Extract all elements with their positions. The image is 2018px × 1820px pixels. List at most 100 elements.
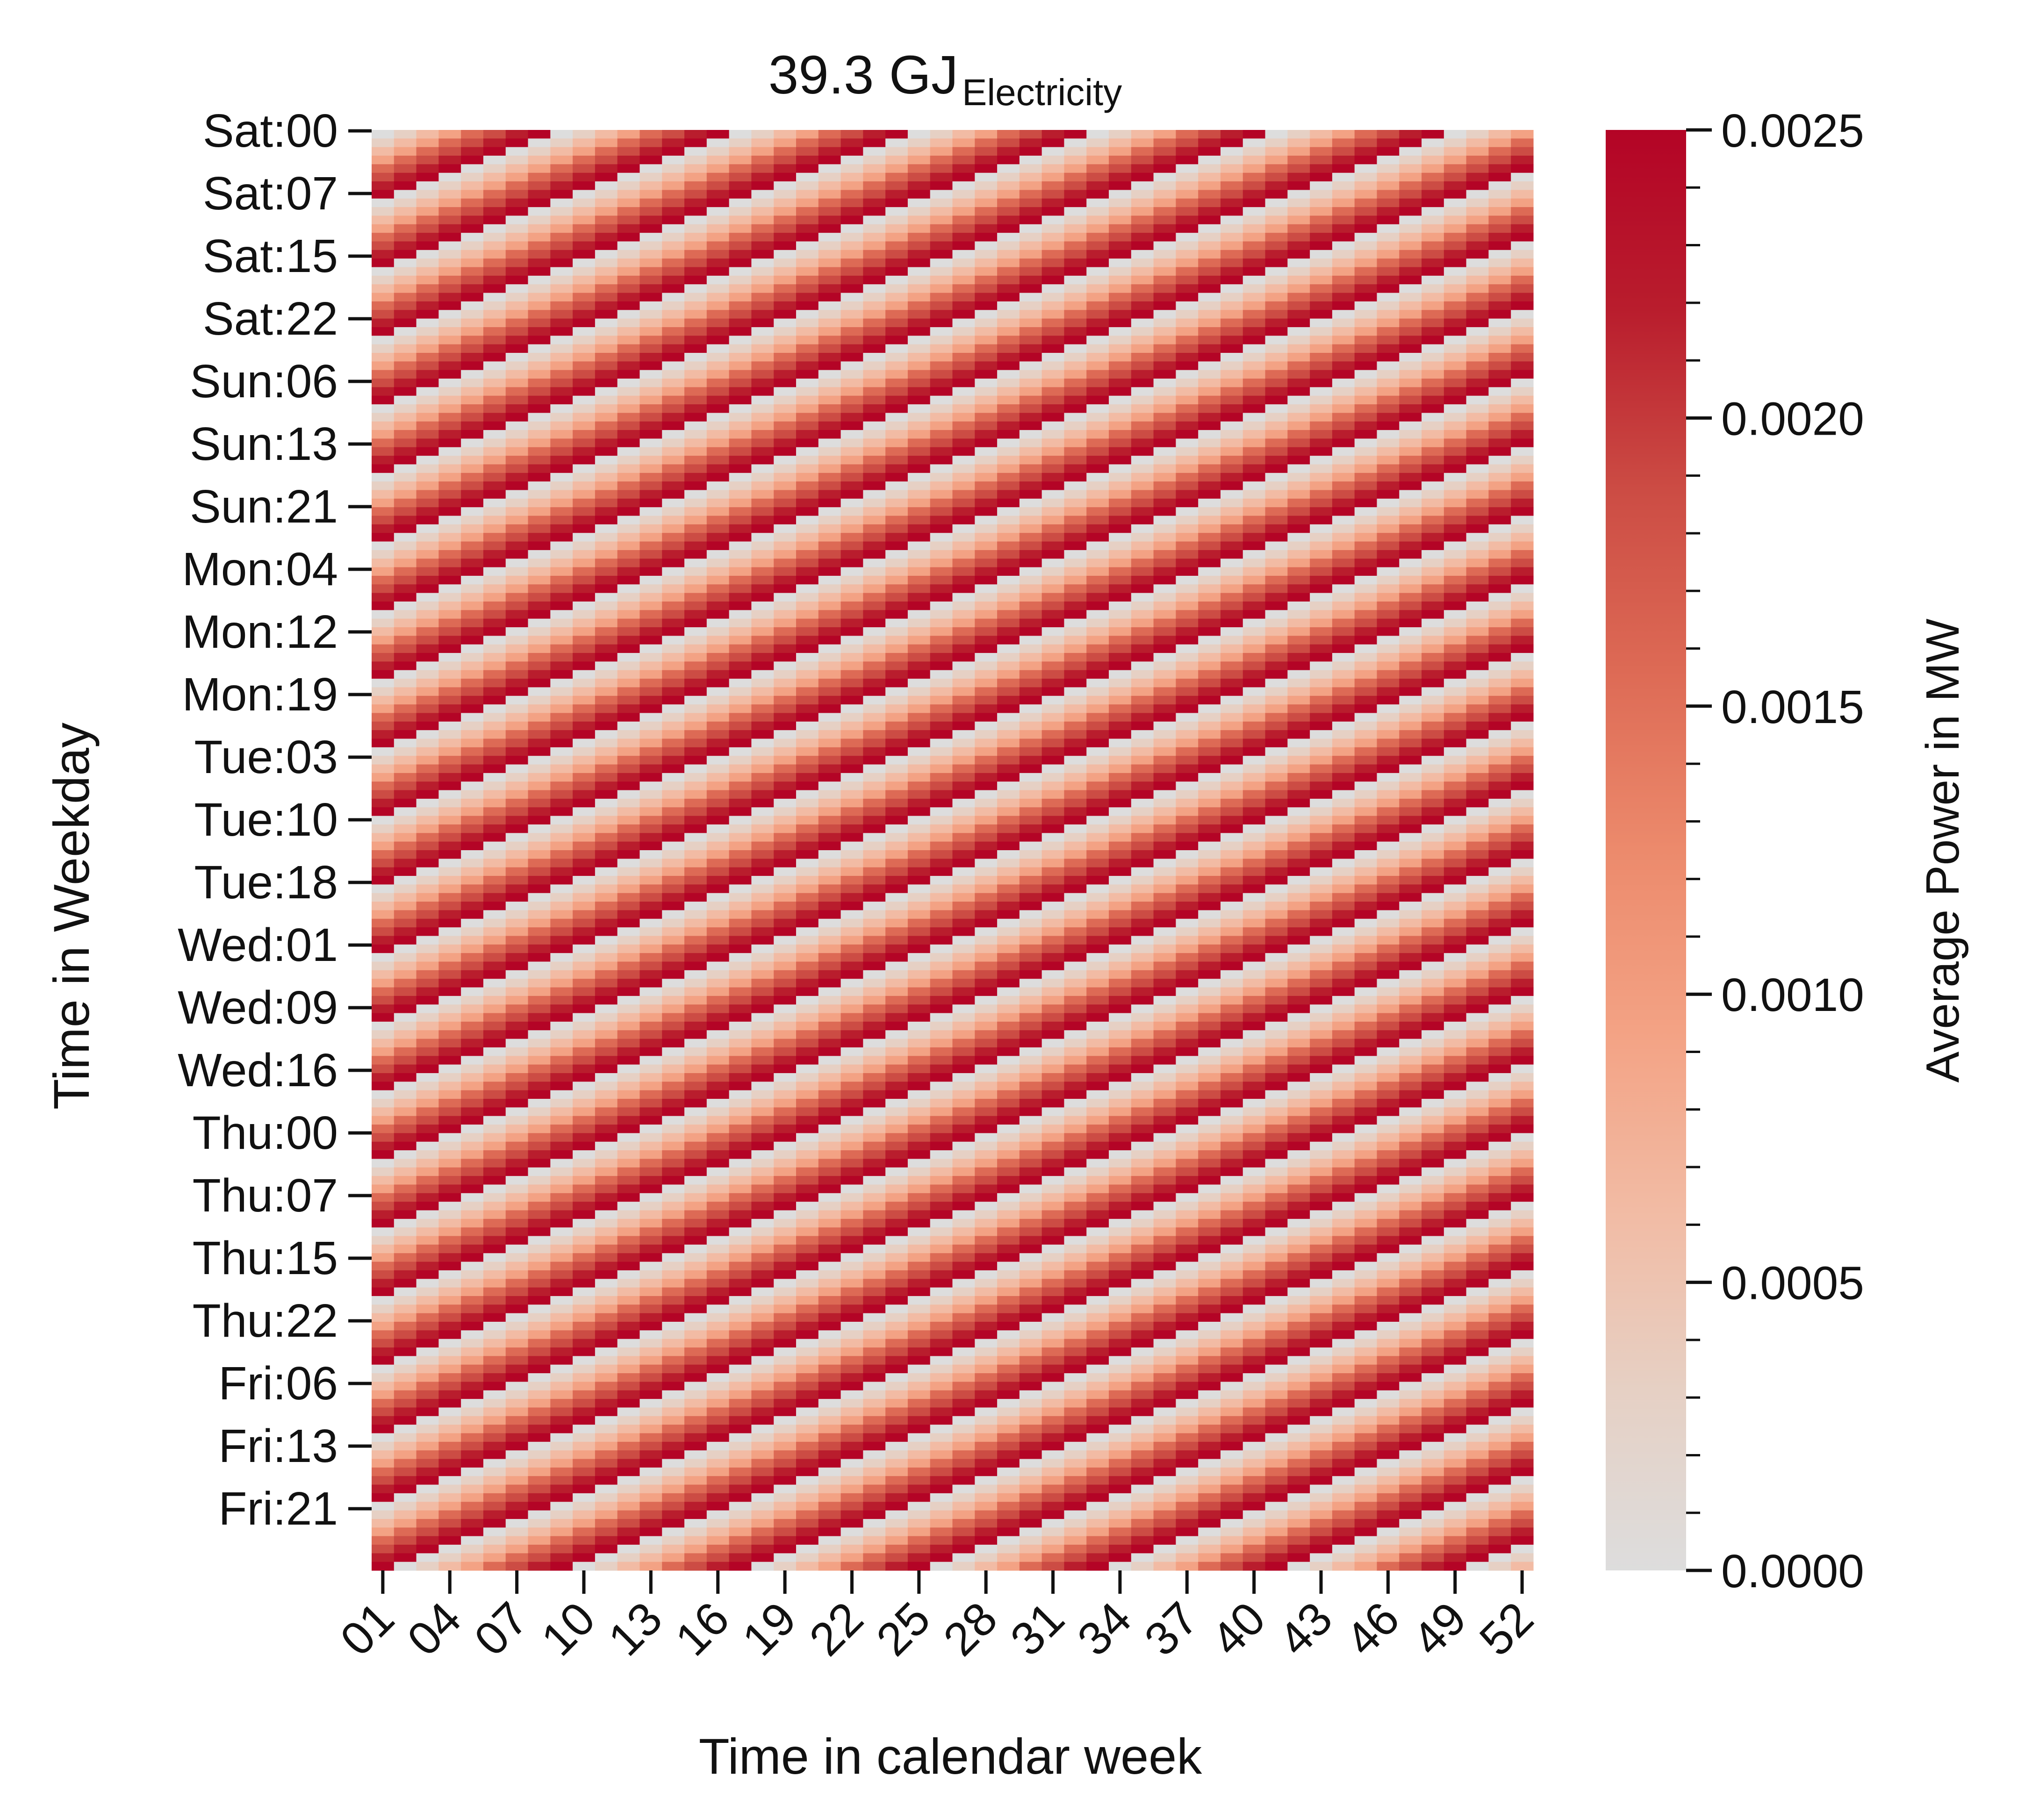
heatmap-cell (573, 618, 596, 628)
heatmap-cell (684, 1459, 707, 1468)
heatmap-cell (483, 747, 506, 756)
heatmap-cell (706, 1356, 730, 1365)
heatmap-cell (662, 979, 685, 988)
heatmap-cell (372, 644, 395, 653)
heatmap-cell (573, 413, 596, 422)
heatmap-cell (639, 1047, 662, 1056)
heatmap-cell (930, 979, 953, 988)
heatmap-cell (662, 593, 685, 602)
heatmap-cell (528, 1519, 551, 1528)
heatmap-cell (483, 704, 506, 714)
heatmap-cell (930, 567, 953, 576)
heatmap-cell (952, 1459, 975, 1468)
heatmap-cell (930, 1218, 953, 1228)
heatmap-cell (639, 1416, 662, 1425)
heatmap-cell (505, 1484, 529, 1494)
heatmap-cell (751, 310, 774, 319)
heatmap-cell (483, 1167, 506, 1176)
heatmap-cell (461, 807, 484, 817)
heatmap-cell (595, 1407, 618, 1417)
heatmap-cell (528, 1304, 551, 1314)
heatmap-cell (997, 1082, 1020, 1091)
heatmap-cell (416, 130, 439, 139)
heatmap-cell (438, 258, 461, 268)
heatmap-cell (796, 1218, 819, 1228)
heatmap-cell (1019, 310, 1042, 319)
heatmap-cell (595, 310, 618, 319)
heatmap-cell (885, 516, 908, 525)
heatmap-cell (617, 533, 640, 542)
heatmap-cell (662, 884, 685, 894)
heatmap-cell (885, 344, 908, 353)
heatmap-cell (997, 824, 1020, 833)
heatmap-cell (617, 695, 640, 705)
heatmap-cell (416, 1236, 439, 1245)
heatmap-cell (573, 516, 596, 525)
heatmap-cell (1019, 1167, 1042, 1176)
heatmap-cell (528, 644, 551, 653)
heatmap-cell (729, 961, 752, 971)
heatmap-cell (372, 1107, 395, 1117)
heatmap-cell (818, 275, 841, 285)
heatmap-cell (952, 1562, 975, 1571)
heatmap-cell (550, 1107, 573, 1117)
heatmap-cell (818, 1502, 841, 1511)
heatmap-cell (952, 747, 975, 756)
heatmap-cell (751, 1064, 774, 1074)
heatmap-cell (729, 910, 752, 919)
heatmap-cell (952, 301, 975, 310)
heatmap-cell (863, 1476, 886, 1485)
heatmap-cell (930, 481, 953, 491)
heatmap-cell (818, 473, 841, 482)
heatmap-cell (505, 687, 529, 696)
heatmap-cell (394, 241, 417, 251)
heatmap-cell (885, 1425, 908, 1434)
heatmap-cell (975, 687, 998, 696)
heatmap-cell (438, 421, 461, 430)
heatmap-cell (774, 850, 797, 859)
heatmap-cell (438, 1218, 461, 1228)
heatmap-cell (394, 884, 417, 894)
heatmap-cell (774, 301, 797, 310)
heatmap-cell (1019, 1107, 1042, 1117)
heatmap-cell (662, 1373, 685, 1383)
heatmap-cell (796, 1082, 819, 1091)
heatmap-cell (840, 1159, 863, 1168)
heatmap-cell (550, 618, 573, 628)
heatmap-cell (997, 1321, 1020, 1331)
heatmap-cell (706, 1150, 730, 1160)
heatmap-cell (729, 421, 752, 430)
heatmap-cell (662, 310, 685, 319)
heatmap-cell (885, 310, 908, 319)
heatmap-cell (639, 1459, 662, 1468)
heatmap-cell (818, 516, 841, 525)
heatmap-cell (595, 1227, 618, 1237)
heatmap-cell (751, 524, 774, 533)
heatmap-cell (550, 198, 573, 208)
heatmap-cell (885, 1236, 908, 1245)
heatmap-cell (975, 498, 998, 508)
heatmap-cell (684, 859, 707, 868)
heatmap-cell (573, 301, 596, 310)
heatmap-cell (885, 1030, 908, 1039)
heatmap-cell (751, 1253, 774, 1262)
heatmap-cell (818, 1476, 841, 1485)
heatmap-cell (573, 773, 596, 782)
heatmap-cell (952, 1176, 975, 1185)
heatmap-cell (394, 498, 417, 508)
heatmap-cell (461, 233, 484, 242)
heatmap-cell (907, 310, 931, 319)
heatmap-cell (662, 1339, 685, 1348)
heatmap-cell (483, 250, 506, 259)
heatmap-cell (461, 687, 484, 696)
heatmap-cell (662, 430, 685, 439)
heatmap-cell (483, 764, 506, 774)
heatmap-cell (930, 1039, 953, 1048)
heatmap-cell (639, 850, 662, 859)
heatmap-cell (907, 1261, 931, 1271)
heatmap-cell (997, 1202, 1020, 1211)
heatmap-cell (639, 421, 662, 430)
heatmap-cell (706, 730, 730, 739)
heatmap-cell (997, 421, 1020, 430)
heatmap-cell (528, 918, 551, 928)
